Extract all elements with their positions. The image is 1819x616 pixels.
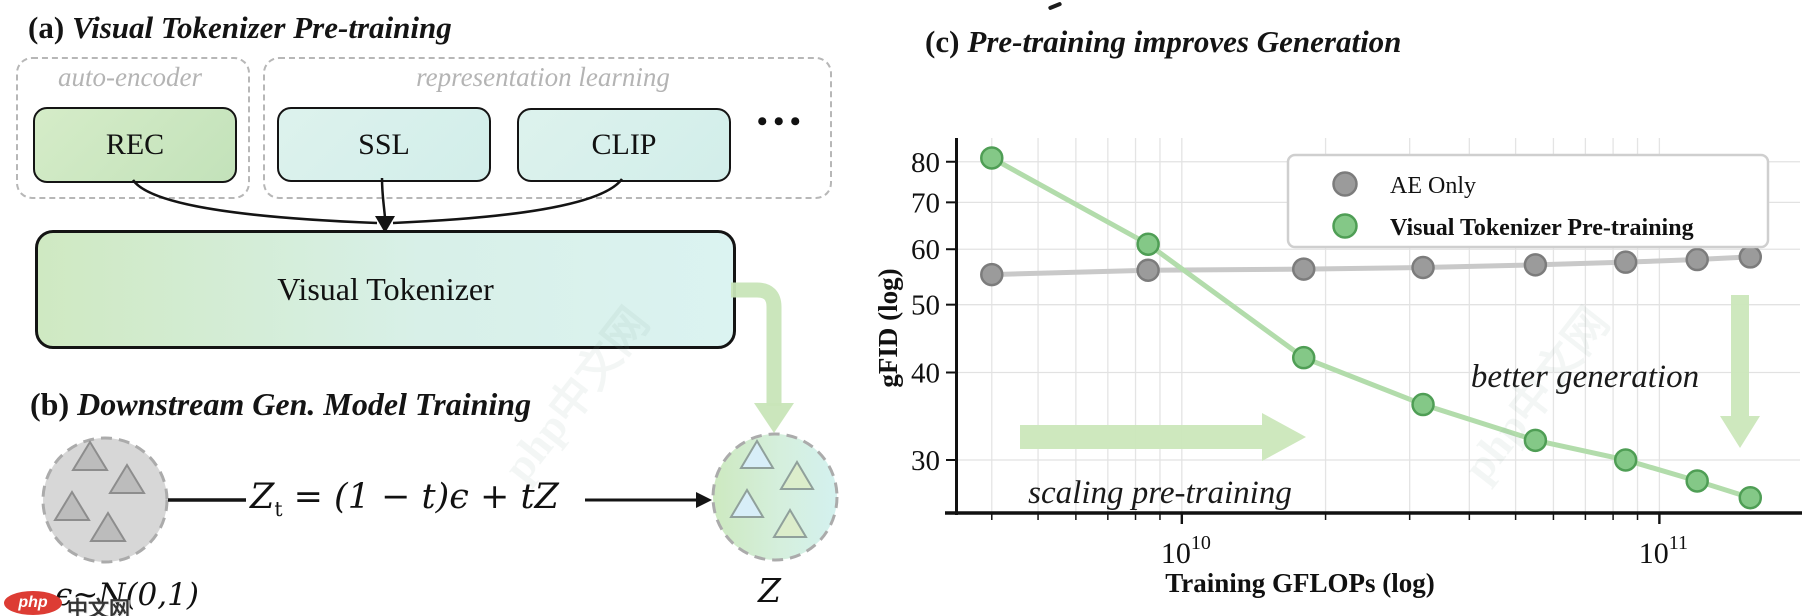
latent-z-label: Z [758, 571, 781, 610]
php-watermark-logo-text: php [18, 594, 48, 611]
data-point-1 [1685, 469, 1709, 493]
visual-tokenizer-box: Visual Tokenizer [35, 230, 736, 349]
gfid-vs-gflops-chart: 30 40 50 60 70 80 1010 1011 Training GFLOPs (log… [873, 138, 1802, 598]
noise-distribution-label: ϵ~N(0,1) [55, 577, 199, 613]
better-generation-down-arrow-icon [1720, 295, 1760, 448]
data-point-1 [1291, 345, 1316, 370]
noise-circle [41, 436, 169, 564]
legend-marker-0 [1332, 171, 1358, 197]
php-watermark-text: 中文网 [67, 598, 130, 616]
latent-triangle-icon [739, 439, 775, 469]
data-point-0 [1685, 247, 1709, 272]
x-axis-label: Training GFLOPs (log) [1165, 568, 1435, 598]
x-tick-label: 1011 [1639, 532, 1688, 570]
latent-circle [711, 432, 839, 562]
panel-b-title-text: Downstream Gen. Model Training [77, 386, 532, 422]
panel-b-title-prefix: (b) [30, 386, 70, 422]
clip-to-tokenizer-arrow [392, 178, 624, 225]
representation-learning-label: representation learning [416, 62, 670, 92]
y-tick-label: 30 [911, 445, 940, 477]
data-point-0 [980, 262, 1004, 287]
panel-a-title: (a) Visual Tokenizer Pre-training [28, 10, 452, 46]
rec-box: REC [33, 107, 237, 183]
ssl-label: SSL [358, 127, 410, 161]
series-line-0 [991, 254, 1751, 278]
scaling-pretraining-annotation: scaling pre-training [1028, 475, 1292, 511]
rec-label: REC [105, 128, 165, 161]
y-axis-label: gFID (log) [873, 268, 903, 387]
auto-encoder-label: auto-encoder [58, 62, 202, 92]
data-point-1 [980, 146, 1004, 170]
panel-c-title-text: Pre-training improves Generation [967, 24, 1402, 59]
data-point-0 [1136, 258, 1160, 282]
diagram-decorations [41, 177, 839, 564]
y-tick-label: 40 [911, 358, 940, 390]
legend-label-0: AE Only [1390, 173, 1476, 199]
php-watermark-logo: php [4, 591, 62, 615]
data-point-0 [1523, 253, 1548, 277]
legend-box [1286, 153, 1770, 249]
y-tick-label: 60 [911, 234, 940, 266]
panel-c-title: (c) Pre-training improves Generation [925, 24, 1401, 60]
stray-mark [1047, 1, 1063, 11]
latent-triangle-icon [729, 488, 765, 518]
equation-rhs: = (1 − t)ϵ + tZ [282, 477, 559, 517]
auto-encoder-group [16, 57, 250, 199]
noise-triangle-icon [89, 511, 127, 542]
noise-triangle-icon [53, 490, 91, 521]
latent-triangle-icon [772, 508, 808, 538]
data-point-1 [1136, 232, 1160, 256]
panel-a-title-text: Visual Tokenizer Pre-training [72, 10, 452, 45]
data-point-0 [1291, 257, 1316, 281]
tokenizer-to-latent-arrowhead-icon [754, 403, 794, 433]
panel-c-title-prefix: (c) [925, 24, 960, 59]
equation-base: Z [250, 477, 275, 517]
y-tick-label: 80 [911, 147, 940, 179]
equation-subscript: t [274, 497, 283, 521]
data-point-1 [1523, 428, 1548, 453]
noise-triangle-icon [108, 463, 146, 494]
ssl-to-tokenizer-arrow [380, 177, 387, 219]
legend-label-1: Visual Tokenizer Pre-training [1390, 215, 1694, 241]
scaling-right-arrow-icon [1020, 413, 1306, 461]
panel-b-title: (b) Downstream Gen. Model Training [30, 386, 531, 423]
noise-triangle-icon [71, 440, 109, 471]
visual-tokenizer-label: Visual Tokenizer [277, 271, 494, 307]
ssl-box: SSL [277, 107, 491, 182]
panel-a-title-prefix: (a) [28, 10, 65, 45]
x-tick-label: 1010 [1161, 532, 1211, 570]
latent-triangle-icon [779, 460, 815, 490]
data-point-0 [1738, 245, 1763, 269]
data-point-0 [1613, 250, 1638, 274]
representation-learning-group [263, 57, 832, 199]
tokenizer-to-latent-arrow [731, 282, 782, 406]
equation-to-latent-arrowhead-icon [696, 492, 712, 508]
legend-marker-1 [1332, 213, 1358, 239]
rec-to-tokenizer-arrow [131, 179, 378, 225]
flow-matching-equation: Zt = (1 − t)ϵ + tZ [250, 477, 559, 521]
data-point-1 [1738, 485, 1763, 510]
series-line-1 [990, 155, 1752, 501]
clip-label: CLIP [591, 128, 657, 161]
data-point-1 [1613, 448, 1638, 472]
data-point-1 [1411, 392, 1435, 417]
data-point-0 [1411, 255, 1435, 280]
y-tick-label: 70 [911, 187, 940, 219]
ellipsis-icon: ••• [757, 105, 807, 138]
y-tick-label: 50 [911, 290, 940, 322]
better-generation-annotation: better generation [1471, 359, 1699, 395]
converge-arrowhead-icon [375, 216, 395, 233]
clip-box: CLIP [517, 108, 731, 182]
